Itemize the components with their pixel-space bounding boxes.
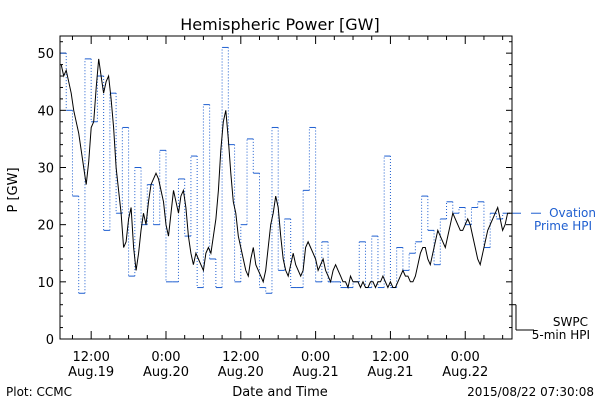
swpc-series-line xyxy=(60,58,511,290)
swpc-label-line2: 5-min HPI xyxy=(532,328,590,342)
chart-title: Hemispheric Power [GW] xyxy=(180,15,379,34)
y-tick-label: 20 xyxy=(37,219,54,234)
y-tick-label: 50 xyxy=(37,47,54,62)
plot-frame xyxy=(59,35,513,340)
x-tick-time-label: 0:00 xyxy=(301,350,330,365)
y-tick-label: 0 xyxy=(46,333,54,348)
ovation-label-line2: Prime HPI xyxy=(534,219,592,233)
x-tick-date-label: Aug.20 xyxy=(218,365,264,380)
x-tick-time-label: 12:00 xyxy=(372,350,409,365)
x-tick-time-label: 0:00 xyxy=(151,350,180,365)
y-tick-label: 10 xyxy=(37,276,54,291)
plot-credit: Plot: CCMC xyxy=(6,385,72,399)
x-tick-date-label: Aug.21 xyxy=(367,365,413,380)
x-tick-date-label: Aug.20 xyxy=(143,365,189,380)
x-tick-time-label: 12:00 xyxy=(222,350,259,365)
ovation-label-line1: Ovation xyxy=(549,206,596,220)
x-tick-date-label: Aug.21 xyxy=(293,365,339,380)
x-tick-time-label: 12:00 xyxy=(72,350,109,365)
y-axis-label: P [GW] xyxy=(6,167,21,212)
x-axis-label: Date and Time xyxy=(232,385,328,400)
series-layer xyxy=(60,46,511,294)
x-tick-time-label: 0:00 xyxy=(451,350,480,365)
x-tick-date-label: Aug.19 xyxy=(68,365,114,380)
y-tick-label: 40 xyxy=(37,104,54,119)
y-tick-label: 30 xyxy=(37,161,54,176)
x-tick-date-label: Aug.22 xyxy=(442,365,488,380)
swpc-label-line1: SWPC xyxy=(553,315,588,329)
plot-timestamp: 2015/08/22 07:30:08 xyxy=(467,385,594,399)
axes-layer: 0102030405012:00Aug.190:00Aug.2012:00Aug… xyxy=(37,36,512,380)
